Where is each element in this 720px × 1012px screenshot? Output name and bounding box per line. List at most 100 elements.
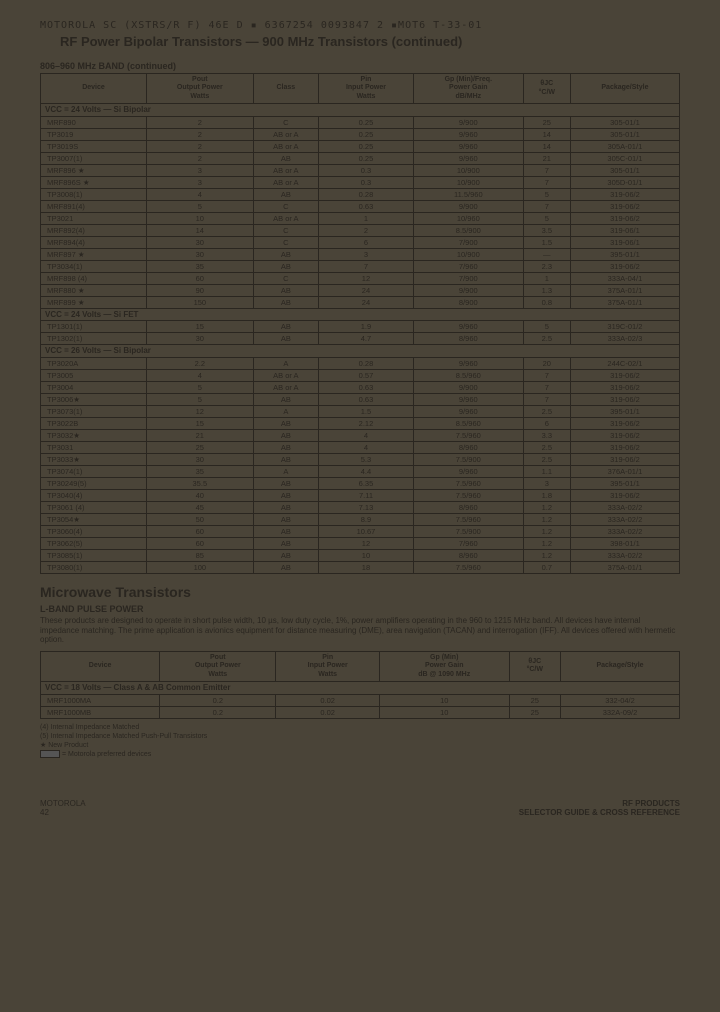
data-cell: 319-06/1 xyxy=(570,224,679,236)
data-cell: 3.3 xyxy=(523,429,570,441)
data-cell: 1.3 xyxy=(523,284,570,296)
data-cell: 6.35 xyxy=(319,477,414,489)
data-cell: 305-01/1 xyxy=(570,128,679,140)
device-cell: TP3040(4) xyxy=(41,489,147,501)
footnote: = Motorola preferred devices xyxy=(40,750,680,759)
data-cell: 319-06/2 xyxy=(570,429,679,441)
data-cell: 305A-01/1 xyxy=(570,140,679,152)
device-cell: TP3033★ xyxy=(41,453,147,465)
data-cell: 7/900 xyxy=(413,236,523,248)
col-device: Device xyxy=(41,74,147,104)
data-cell: 1.1 xyxy=(523,465,570,477)
data-cell: 7/960 xyxy=(413,537,523,549)
table-row: TP3022B15AB2.128.5/9606319-06/2 xyxy=(41,417,680,429)
data-cell: AB xyxy=(253,284,318,296)
data-cell: 7 xyxy=(523,381,570,393)
table-row: TP3032★21AB47.5/9603.3319-06/2 xyxy=(41,429,680,441)
table-row: TP3040(4)40AB7.117.5/9601.8319-06/2 xyxy=(41,489,680,501)
data-cell: 0.63 xyxy=(319,381,414,393)
data-cell: AB xyxy=(253,321,318,333)
table-row: TP303125AB48/9602.5319-06/2 xyxy=(41,441,680,453)
data-cell: 9/960 xyxy=(413,140,523,152)
data-cell: 100 xyxy=(147,561,254,573)
device-cell: MRF894(4) xyxy=(41,236,147,248)
data-cell: 10 xyxy=(379,706,509,718)
table-row: TP1301(1)15AB1.99/9605319C-01/2 xyxy=(41,321,680,333)
data-cell: 9/900 xyxy=(413,381,523,393)
data-cell: 7.5/960 xyxy=(413,489,523,501)
data-cell: 2.5 xyxy=(523,441,570,453)
data-cell: 2.5 xyxy=(523,453,570,465)
data-cell: A xyxy=(253,405,318,417)
data-cell: 1.9 xyxy=(319,321,414,333)
data-cell: 395-01/1 xyxy=(570,477,679,489)
data-cell: AB xyxy=(253,333,318,345)
data-cell: 24 xyxy=(319,296,414,308)
data-cell: 333A-02/2 xyxy=(570,501,679,513)
data-cell: 11.5/960 xyxy=(413,188,523,200)
table-row: MRF896S ★3AB or A0.310/9007305D-01/1 xyxy=(41,176,680,188)
data-cell: C xyxy=(253,224,318,236)
data-cell: 7 xyxy=(523,369,570,381)
data-cell: AB or A xyxy=(253,128,318,140)
data-cell: 333A-02/2 xyxy=(570,549,679,561)
data-cell: 8.5/960 xyxy=(413,417,523,429)
data-cell: 319C-01/2 xyxy=(570,321,679,333)
data-cell: 2.3 xyxy=(523,260,570,272)
data-cell: 9/960 xyxy=(413,357,523,369)
device-cell: TP3021 xyxy=(41,212,147,224)
table-row: TP30045AB or A0.639/9007319-06/2 xyxy=(41,381,680,393)
data-cell: 9/960 xyxy=(413,405,523,417)
device-cell: TP3006★ xyxy=(41,393,147,405)
data-cell: 319-06/2 xyxy=(570,381,679,393)
data-cell: 305-01/1 xyxy=(570,116,679,128)
device-cell: TP3004 xyxy=(41,381,147,393)
data-cell: 5 xyxy=(147,393,254,405)
data-cell: 30 xyxy=(147,236,254,248)
col-device: Device xyxy=(41,651,160,681)
data-cell: 10/960 xyxy=(413,212,523,224)
data-cell: AB xyxy=(253,417,318,429)
device-cell: TP3061 (4) xyxy=(41,501,147,513)
table-row: TP3062(5)60AB127/9601.2398-01/1 xyxy=(41,537,680,549)
data-cell: 2.5 xyxy=(523,405,570,417)
data-cell: 1 xyxy=(523,272,570,284)
data-cell: 7.13 xyxy=(319,501,414,513)
device-cell: TP3062(5) xyxy=(41,537,147,549)
table-row: TP30192AB or A0.259/96014305-01/1 xyxy=(41,128,680,140)
data-cell: 2.5 xyxy=(523,333,570,345)
data-cell: 305-01/1 xyxy=(570,164,679,176)
preferred-box-icon xyxy=(40,750,60,758)
table-row: MRF896 ★3AB or A0.310/9007305-01/1 xyxy=(41,164,680,176)
data-cell: 0.02 xyxy=(276,694,379,706)
footnote: (4) Internal Impedance Matched xyxy=(40,723,680,732)
data-cell: 5 xyxy=(147,200,254,212)
data-cell: 10.67 xyxy=(319,525,414,537)
device-cell: TP3073(1) xyxy=(41,405,147,417)
data-cell: 21 xyxy=(147,429,254,441)
data-cell: 7 xyxy=(523,176,570,188)
table-row: TP3008(1)4AB0.2811.5/9605319-06/2 xyxy=(41,188,680,200)
device-cell: TP3054★ xyxy=(41,513,147,525)
table-row: MRF891(4)5C0.639/9007319-06/2 xyxy=(41,200,680,212)
header-code: MOTOROLA SC (XSTRS/R F) 46E D ▪ 6367254 … xyxy=(40,20,680,31)
data-cell: 8.5/900 xyxy=(413,224,523,236)
table-row: TP3020A2.2A0.289/96020244C-02/1 xyxy=(41,357,680,369)
data-cell: 8.5/960 xyxy=(413,369,523,381)
data-cell: 7 xyxy=(319,260,414,272)
data-cell: 150 xyxy=(147,296,254,308)
data-cell: 319-06/2 xyxy=(570,489,679,501)
col-package: Package/Style xyxy=(561,651,680,681)
data-cell: 21 xyxy=(523,152,570,164)
device-cell: TP3022B xyxy=(41,417,147,429)
data-cell: 15 xyxy=(147,417,254,429)
page-number: 42 xyxy=(40,808,86,817)
data-cell: 7 xyxy=(523,393,570,405)
data-cell: AB xyxy=(253,260,318,272)
data-cell: 3 xyxy=(147,176,254,188)
data-cell: AB xyxy=(253,393,318,405)
data-cell: 1 xyxy=(319,212,414,224)
data-cell: 5 xyxy=(523,212,570,224)
data-cell: 0.2 xyxy=(160,694,276,706)
data-cell: 375A-01/1 xyxy=(570,296,679,308)
